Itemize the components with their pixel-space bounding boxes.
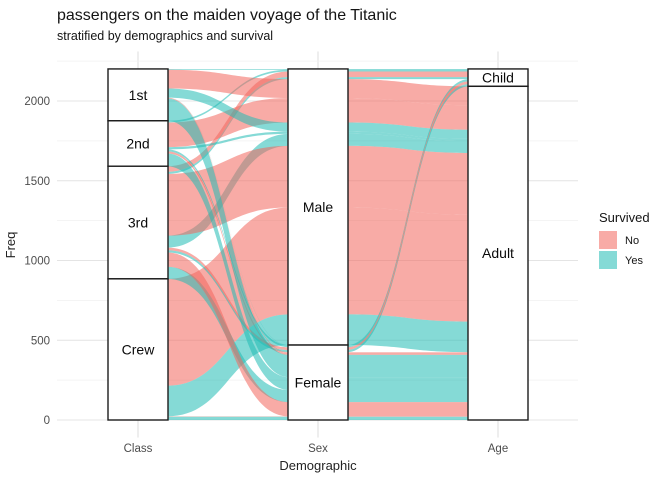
stratum-label-male: Male — [303, 199, 334, 215]
stratum-label-child: Child — [482, 70, 514, 86]
strata-boxes: 1st 2nd 3rd Crew Male Female Child Adult — [107, 68, 529, 421]
alluvium-crew-female-adult-yes — [167, 416, 469, 420]
legend-label-yes: Yes — [625, 255, 643, 267]
legend-swatch-no — [599, 231, 617, 249]
alluvium-crew-male-adult-no — [167, 207, 469, 386]
alluvium-1st-male-child-yes — [167, 68, 469, 70]
alluvium-2nd-male-adult-no — [167, 97, 469, 148]
stratum-box-female — [287, 344, 349, 421]
stratum-box-2nd — [107, 120, 169, 167]
x-axis-title: Demographic — [279, 458, 357, 473]
stratum-box-adult — [467, 85, 529, 421]
stratum-box-crew — [107, 278, 169, 421]
stratum-label-adult: Adult — [482, 245, 514, 261]
alluvium-2nd-male-adult-yes — [167, 131, 469, 150]
x-tick-label-sex: Sex — [308, 443, 328, 455]
axis-tick-labels: 0 500 1000 1500 2000 Class Sex Age — [24, 96, 508, 455]
legend: Survived No Yes — [599, 210, 650, 269]
chart-subtitle: stratified by demographics and survival — [57, 29, 274, 43]
y-tick-label: 1500 — [24, 176, 50, 188]
alluvium-3rd-female-adult-no — [167, 252, 469, 417]
alluvium-1st-male-adult-no — [167, 69, 469, 106]
legend-title: Survived — [599, 210, 650, 225]
alluvium-crew-male-adult-yes — [167, 314, 469, 417]
alluvium-2nd-female-adult-yes — [167, 153, 469, 391]
alluvium-3rd-male-adult-no — [167, 145, 469, 236]
y-tick-label: 500 — [31, 335, 50, 347]
alluvium-2nd-male-child-yes — [167, 69, 469, 123]
legend-swatch-yes — [599, 251, 617, 269]
stratum-label-3rd: 3rd — [128, 215, 148, 231]
chart-title: passengers on the maiden voyage of the T… — [57, 7, 397, 24]
stratum-label-crew: Crew — [122, 341, 156, 357]
x-tick-label-class: Class — [124, 443, 153, 455]
stratum-box-1st — [107, 68, 169, 122]
y-tick-label: 0 — [44, 415, 50, 427]
y-axis-title: Freq — [3, 232, 18, 259]
stratum-label-1st: 1st — [129, 87, 148, 103]
x-tick-label-age: Age — [488, 443, 508, 455]
y-tick-label: 2000 — [24, 96, 50, 108]
alluvium-1st-male-adult-yes — [167, 88, 469, 139]
stratum-label-female: Female — [295, 375, 342, 391]
alluvium-1st-female-adult-yes — [167, 98, 469, 378]
y-tick-label: 1000 — [24, 256, 50, 268]
legend-label-no: No — [625, 235, 639, 247]
stratum-label-2nd: 2nd — [126, 136, 149, 152]
stratum-box-male — [287, 68, 349, 346]
alluvium-flows — [167, 68, 469, 420]
